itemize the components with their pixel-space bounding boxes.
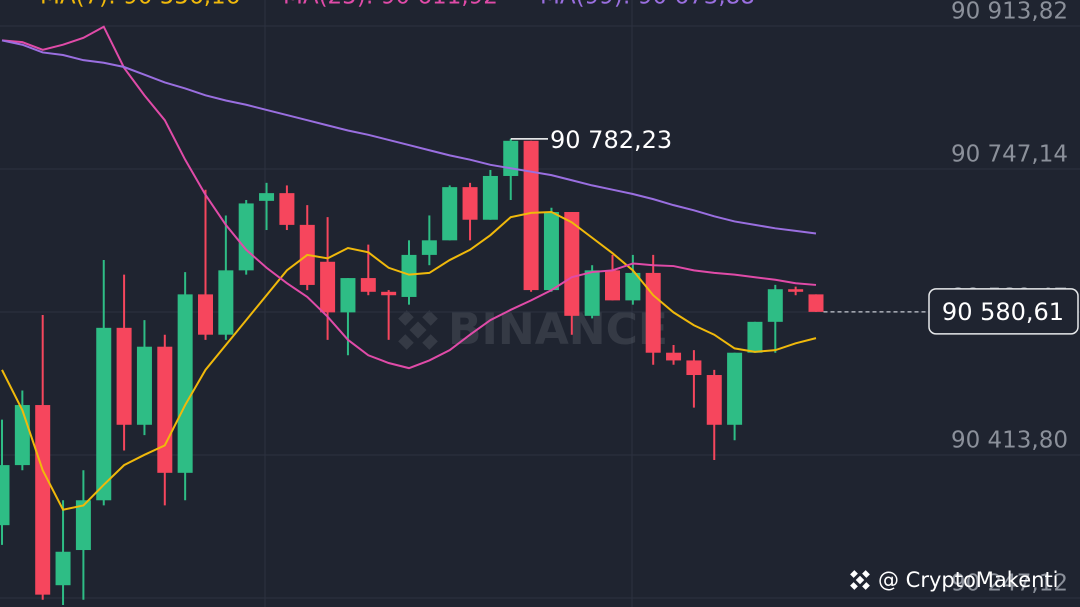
candle-body bbox=[401, 254, 417, 297]
y-tick-label: 90 413,80 bbox=[951, 427, 1068, 453]
candle-body bbox=[136, 346, 152, 425]
candle-body bbox=[727, 352, 743, 425]
candle-body bbox=[381, 291, 397, 296]
ma-line bbox=[1, 211, 817, 511]
credit-logo-part bbox=[862, 582, 870, 590]
candle-body bbox=[35, 405, 51, 595]
credit: @ CryptoMakenti bbox=[878, 568, 1059, 592]
y-tick-label: 90 913,82 bbox=[951, 0, 1068, 24]
legend-entry: MA(99): 90 673,88 bbox=[540, 0, 755, 10]
candle-body bbox=[808, 294, 824, 312]
candle-body bbox=[14, 405, 30, 466]
credit-logo-part bbox=[850, 570, 858, 578]
candle-body bbox=[259, 193, 275, 201]
y-tick-label: 90 747,14 bbox=[951, 141, 1068, 167]
high-marker-label: 90 782,23 bbox=[550, 126, 672, 154]
candle-body bbox=[198, 294, 213, 335]
y-tick-label: 90 247,12 bbox=[951, 570, 1068, 596]
last-price-label: 90 580,61 bbox=[942, 298, 1064, 326]
last-price-box bbox=[928, 288, 1079, 335]
candle-body bbox=[218, 270, 234, 335]
candle-body bbox=[238, 203, 254, 271]
credit-logo-part bbox=[862, 570, 870, 578]
ma-line bbox=[1, 39, 817, 235]
watermark: BINANCE bbox=[398, 304, 668, 355]
candle-body bbox=[96, 327, 112, 501]
candle-body bbox=[279, 193, 295, 225]
candle-body bbox=[747, 321, 763, 353]
candle-body bbox=[605, 270, 620, 301]
candle-body bbox=[543, 212, 559, 291]
ma-line bbox=[1, 25, 817, 370]
candle-body bbox=[157, 346, 173, 473]
candle-body bbox=[788, 289, 804, 292]
candle-body bbox=[482, 175, 498, 220]
candle-body bbox=[706, 375, 722, 425]
candle-body bbox=[75, 500, 91, 551]
candle-body bbox=[462, 187, 478, 220]
candle-body bbox=[767, 289, 783, 322]
watermark-text: BINANCE bbox=[448, 304, 668, 355]
legend-entry: MA(25): 90 611,92 bbox=[283, 0, 498, 10]
candle-body bbox=[177, 294, 193, 473]
candle-body bbox=[116, 327, 132, 425]
candle-body bbox=[320, 261, 336, 313]
candle-body bbox=[645, 272, 661, 353]
candle-body bbox=[503, 140, 519, 176]
candle-body bbox=[625, 272, 641, 301]
candle-body bbox=[564, 212, 580, 316]
candle-body bbox=[584, 270, 600, 316]
legend-entry: MA(7): 90 556,16 bbox=[40, 0, 240, 10]
candle-body bbox=[523, 140, 539, 291]
candle-body bbox=[666, 352, 682, 361]
credit-logo-part bbox=[850, 582, 858, 590]
candle-body bbox=[0, 465, 10, 526]
candle-body bbox=[55, 551, 71, 586]
candle-body bbox=[421, 240, 437, 255]
candle-body bbox=[360, 278, 376, 292]
candle-body bbox=[340, 278, 356, 313]
candle-body bbox=[686, 360, 702, 376]
candle-body bbox=[442, 187, 458, 241]
